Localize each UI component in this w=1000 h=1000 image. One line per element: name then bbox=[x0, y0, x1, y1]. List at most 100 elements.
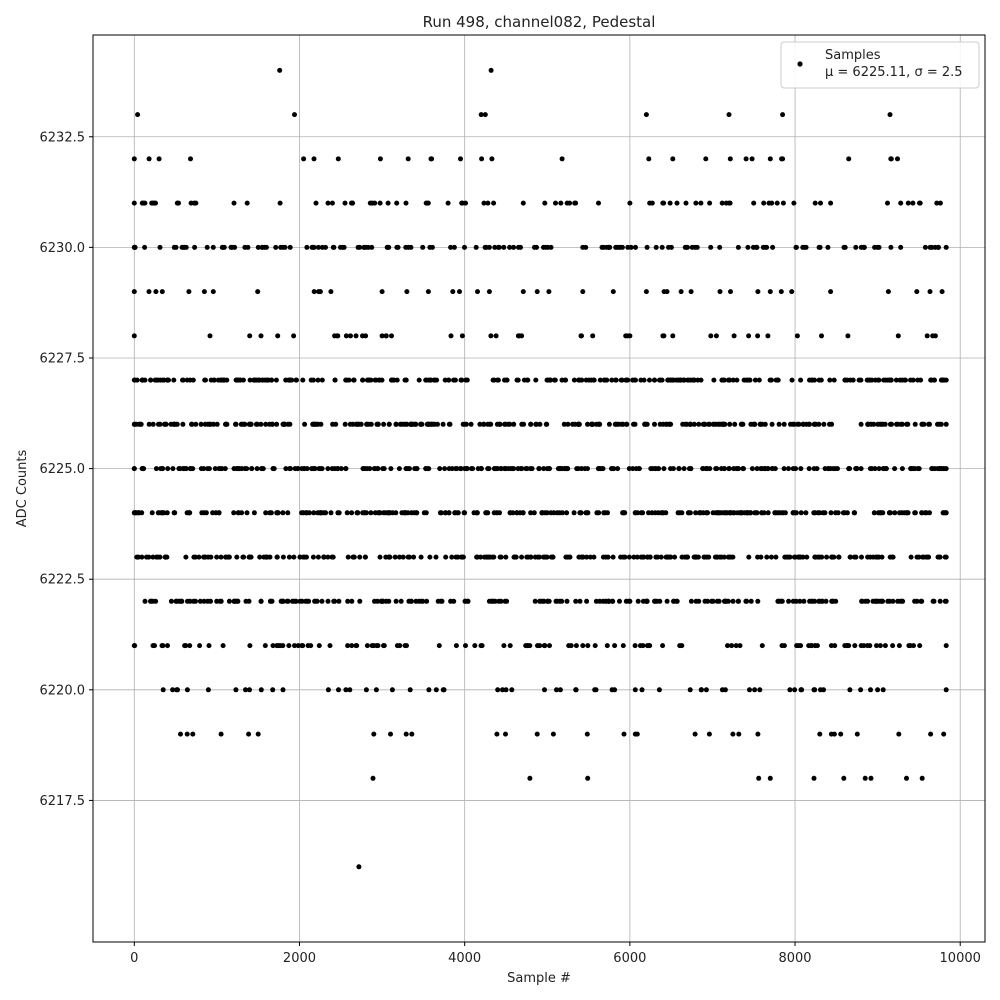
scatter-point bbox=[811, 510, 817, 516]
scatter-point bbox=[372, 200, 378, 206]
y-tick-label: 6227.5 bbox=[40, 351, 86, 366]
scatter-point bbox=[253, 421, 259, 427]
scatter-point bbox=[360, 377, 366, 383]
scatter-point bbox=[186, 289, 192, 295]
scatter-point bbox=[702, 598, 708, 604]
scatter-point bbox=[483, 510, 489, 516]
scatter-point bbox=[787, 687, 793, 693]
scatter-point bbox=[274, 554, 280, 560]
scatter-point bbox=[914, 289, 920, 295]
scatter-point bbox=[927, 289, 933, 295]
scatter-point bbox=[388, 466, 394, 472]
scatter-point bbox=[231, 200, 237, 206]
scatter-point bbox=[887, 510, 892, 516]
scatter-point bbox=[247, 643, 253, 649]
scatter-point bbox=[614, 421, 620, 427]
scatter-point bbox=[687, 510, 693, 516]
scatter-point bbox=[550, 731, 556, 737]
scatter-point bbox=[319, 466, 325, 472]
scatter-point bbox=[210, 289, 216, 295]
scatter-point bbox=[670, 156, 676, 162]
scatter-point bbox=[481, 200, 487, 206]
scatter-point bbox=[233, 421, 238, 427]
scatter-point bbox=[591, 554, 597, 560]
scatter-point bbox=[762, 466, 768, 472]
scatter-point bbox=[573, 687, 579, 693]
scatter-point bbox=[277, 200, 283, 206]
scatter-point bbox=[436, 643, 442, 649]
x-tick-label: 0 bbox=[130, 951, 138, 966]
scatter-point bbox=[405, 156, 411, 162]
scatter-point bbox=[168, 598, 174, 604]
scatter-point bbox=[386, 421, 392, 427]
scatter-point bbox=[625, 244, 631, 250]
scatter-point bbox=[726, 466, 732, 472]
scatter-point bbox=[131, 289, 137, 295]
scatter-point bbox=[601, 510, 607, 516]
scatter-point bbox=[578, 510, 584, 516]
scatter-point bbox=[798, 554, 804, 560]
scatter-point bbox=[674, 200, 680, 206]
scatter-point bbox=[770, 244, 776, 250]
scatter-point bbox=[290, 598, 295, 604]
scatter-point bbox=[670, 333, 676, 339]
scatter-point bbox=[579, 377, 585, 383]
scatter-point bbox=[548, 244, 554, 250]
scatter-point bbox=[270, 466, 276, 472]
scatter-point bbox=[520, 510, 526, 516]
scatter-point bbox=[825, 244, 831, 250]
scatter-point bbox=[878, 598, 884, 604]
scatter-point bbox=[280, 643, 286, 649]
scatter-point bbox=[310, 421, 316, 427]
scatter-point bbox=[486, 554, 492, 560]
scatter-point bbox=[854, 731, 860, 737]
scatter-point bbox=[793, 244, 799, 250]
scatter-point bbox=[363, 687, 369, 693]
scatter-point bbox=[908, 554, 914, 560]
scatter-point bbox=[492, 466, 498, 472]
scatter-point bbox=[280, 244, 286, 250]
scatter-point bbox=[534, 731, 540, 737]
scatter-point bbox=[287, 244, 293, 250]
scatter-point bbox=[677, 643, 683, 649]
scatter-point bbox=[872, 244, 878, 250]
scatter-point bbox=[377, 554, 383, 560]
scatter-point bbox=[425, 200, 431, 206]
scatter-point bbox=[541, 598, 547, 604]
scatter-point bbox=[341, 244, 347, 250]
scatter-point bbox=[496, 421, 502, 427]
scatter-point bbox=[403, 244, 409, 250]
scatter-point bbox=[246, 731, 252, 737]
scatter-point bbox=[157, 244, 163, 250]
scatter-point bbox=[889, 421, 894, 427]
scatter-point bbox=[609, 466, 614, 472]
scatter-point bbox=[414, 466, 420, 472]
scatter-point bbox=[780, 200, 786, 206]
scatter-point bbox=[929, 466, 935, 472]
scatter-point bbox=[381, 421, 387, 427]
scatter-point bbox=[283, 466, 289, 472]
scatter-point bbox=[508, 466, 514, 472]
scatter-point bbox=[584, 598, 590, 604]
scatter-point bbox=[916, 466, 922, 472]
scatter-point bbox=[187, 643, 193, 649]
scatter-point bbox=[498, 554, 504, 560]
scatter-point bbox=[411, 554, 417, 560]
scatter-point bbox=[678, 289, 684, 295]
scatter-point bbox=[184, 731, 190, 737]
scatter-point bbox=[354, 643, 360, 649]
scatter-point bbox=[746, 377, 752, 383]
scatter-point bbox=[781, 421, 787, 427]
legend: Samples μ = 6225.11, σ = 2.5 bbox=[780, 41, 980, 89]
scatter-point bbox=[688, 466, 694, 472]
scatter-point bbox=[865, 421, 871, 427]
scatter-point bbox=[631, 554, 637, 560]
scatter-point bbox=[632, 643, 638, 649]
scatter-point bbox=[791, 510, 797, 516]
scatter-point bbox=[394, 244, 400, 250]
scatter-point bbox=[585, 775, 591, 781]
scatter-point bbox=[808, 643, 814, 649]
scatter-point bbox=[612, 687, 618, 693]
scatter-point bbox=[304, 598, 310, 604]
scatter-point bbox=[449, 466, 455, 472]
